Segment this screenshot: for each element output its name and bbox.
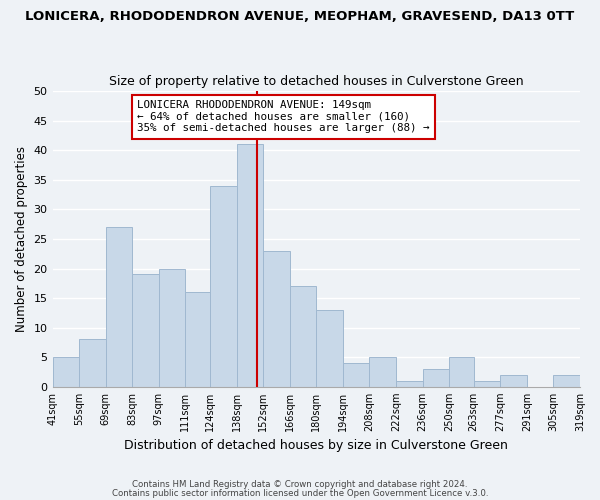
Bar [474,381,500,387]
Bar [396,381,422,387]
Bar [553,375,580,387]
Bar [500,375,527,387]
Bar [422,369,449,387]
Text: LONICERA RHODODENDRON AVENUE: 149sqm
← 64% of detached houses are smaller (160)
: LONICERA RHODODENDRON AVENUE: 149sqm ← 6… [137,100,430,133]
Bar [132,274,159,387]
Bar [159,268,185,387]
Bar [370,357,396,387]
Text: LONICERA, RHODODENDRON AVENUE, MEOPHAM, GRAVESEND, DA13 0TT: LONICERA, RHODODENDRON AVENUE, MEOPHAM, … [25,10,575,23]
X-axis label: Distribution of detached houses by size in Culverstone Green: Distribution of detached houses by size … [124,440,508,452]
Bar [449,357,474,387]
Bar [210,186,236,387]
Bar [316,310,343,387]
Bar [185,292,210,387]
Text: Contains HM Land Registry data © Crown copyright and database right 2024.: Contains HM Land Registry data © Crown c… [132,480,468,489]
Bar [79,340,106,387]
Bar [263,251,290,387]
Title: Size of property relative to detached houses in Culverstone Green: Size of property relative to detached ho… [109,76,524,88]
Bar [106,227,132,387]
Bar [53,357,79,387]
Y-axis label: Number of detached properties: Number of detached properties [15,146,28,332]
Bar [343,363,370,387]
Bar [290,286,316,387]
Bar [236,144,263,387]
Text: Contains public sector information licensed under the Open Government Licence v.: Contains public sector information licen… [112,488,488,498]
